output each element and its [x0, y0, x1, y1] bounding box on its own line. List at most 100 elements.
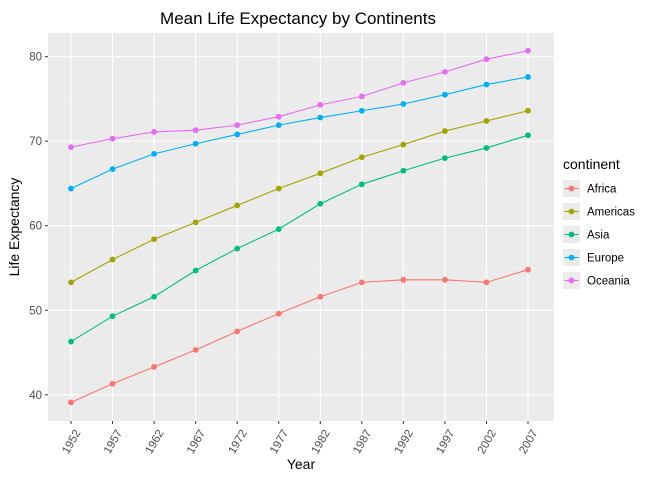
x-tick-label: 1992 [393, 428, 416, 456]
series-layer [68, 47, 531, 406]
data-point-oceania [68, 144, 74, 151]
data-point-americas [358, 154, 365, 161]
data-point-africa [317, 293, 324, 300]
data-point-africa [234, 328, 241, 335]
data-point-africa [68, 399, 74, 406]
x-tick-label: 1957 [102, 428, 125, 456]
data-point-europe [192, 140, 199, 147]
legend-key-point [568, 277, 575, 284]
data-point-asia [109, 313, 116, 320]
data-point-europe [275, 122, 282, 129]
data-point-oceania [234, 122, 241, 129]
data-point-africa [525, 266, 531, 273]
data-point-africa [442, 276, 448, 283]
series-line-africa [70, 269, 529, 403]
legend-item-europe: Europe [563, 249, 624, 266]
legend-item-asia: Asia [563, 226, 610, 243]
y-axis: 40 50 60 70 80 [29, 52, 48, 402]
x-tick-label: 1967 [185, 428, 208, 456]
legend-item-africa: Africa [563, 180, 617, 197]
data-point-oceania [400, 79, 407, 86]
data-point-asia [68, 338, 74, 345]
legend-label-oceania: Oceania [587, 276, 630, 288]
data-point-americas [275, 185, 282, 192]
data-point-americas [109, 256, 116, 263]
data-point-asia [400, 167, 407, 174]
data-point-asia [317, 200, 324, 207]
data-point-africa [192, 347, 199, 353]
x-axis: 1952 1957 1962 1967 1972 1977 1982 1987 1992 1997… [60, 421, 541, 456]
data-point-americas [442, 128, 448, 134]
series-americas [68, 107, 531, 286]
data-point-africa [109, 380, 116, 387]
data-point-asia [442, 155, 448, 162]
data-point-europe [525, 74, 531, 80]
data-point-asia [525, 132, 531, 139]
data-point-europe [151, 150, 157, 157]
data-point-oceania [442, 68, 448, 75]
legend-label-europe: Europe [587, 253, 624, 265]
data-point-oceania [483, 56, 490, 63]
data-point-americas [400, 141, 407, 148]
data-point-africa [275, 310, 282, 317]
series-line-oceania [70, 50, 529, 148]
data-point-europe [234, 131, 241, 138]
series-line-americas [70, 110, 529, 283]
y-tick-label: 60 [29, 221, 42, 233]
grid-lines [48, 33, 554, 421]
plot-panel [48, 33, 554, 421]
x-tick-label: 1977 [268, 428, 291, 456]
data-point-oceania [525, 47, 531, 54]
x-tick-label: 1952 [60, 428, 83, 456]
data-point-americas [234, 202, 241, 209]
x-tick-label: 2007 [517, 428, 540, 456]
legend-key-point [568, 254, 575, 261]
series-europe [68, 74, 531, 192]
data-point-oceania [109, 135, 116, 142]
y-axis-title: Life Expectancy [6, 178, 22, 277]
data-point-oceania [317, 101, 324, 108]
data-point-asia [358, 181, 365, 188]
data-point-asia [275, 226, 282, 233]
x-tick-label: 1972 [227, 428, 250, 456]
legend: continent Africa Americas Asia Europe Oceani… [563, 156, 635, 289]
legend-label-asia: Asia [587, 230, 610, 242]
x-tick-label: 1982 [310, 428, 333, 456]
x-axis-title: Year [287, 456, 316, 472]
legend-key-point [568, 208, 575, 215]
series-line-asia [70, 134, 529, 343]
legend-items: Africa Americas Asia Europe Oceania [563, 180, 635, 289]
series-oceania [68, 47, 531, 151]
x-tick-label: 1997 [434, 428, 457, 456]
data-point-africa [483, 279, 490, 286]
chart-title: Mean Life Expectancy by Continents [160, 9, 436, 28]
data-point-asia [151, 293, 157, 300]
data-point-africa [400, 276, 407, 283]
data-point-oceania [358, 93, 365, 100]
data-point-americas [483, 118, 490, 124]
series-africa [68, 266, 531, 406]
data-point-americas [192, 219, 199, 226]
data-point-africa [151, 363, 157, 370]
data-point-asia [192, 267, 199, 274]
series-line-europe [70, 76, 529, 190]
data-point-oceania [192, 127, 199, 134]
data-point-americas [68, 279, 74, 286]
legend-label-africa: Africa [587, 184, 617, 196]
data-point-europe [317, 114, 324, 121]
data-point-oceania [275, 113, 282, 120]
data-point-europe [358, 107, 365, 114]
data-point-americas [525, 107, 531, 114]
legend-key-point [568, 231, 575, 238]
x-tick-label: 1962 [143, 428, 166, 456]
series-asia [68, 132, 531, 345]
data-point-europe [68, 185, 74, 192]
data-point-oceania [151, 129, 157, 135]
data-point-africa [358, 279, 365, 286]
x-tick-label: 1987 [351, 428, 374, 456]
data-point-europe [442, 91, 448, 98]
legend-title: continent [563, 156, 620, 172]
y-tick-label: 40 [29, 390, 42, 402]
x-tick-label: 2002 [476, 428, 499, 456]
